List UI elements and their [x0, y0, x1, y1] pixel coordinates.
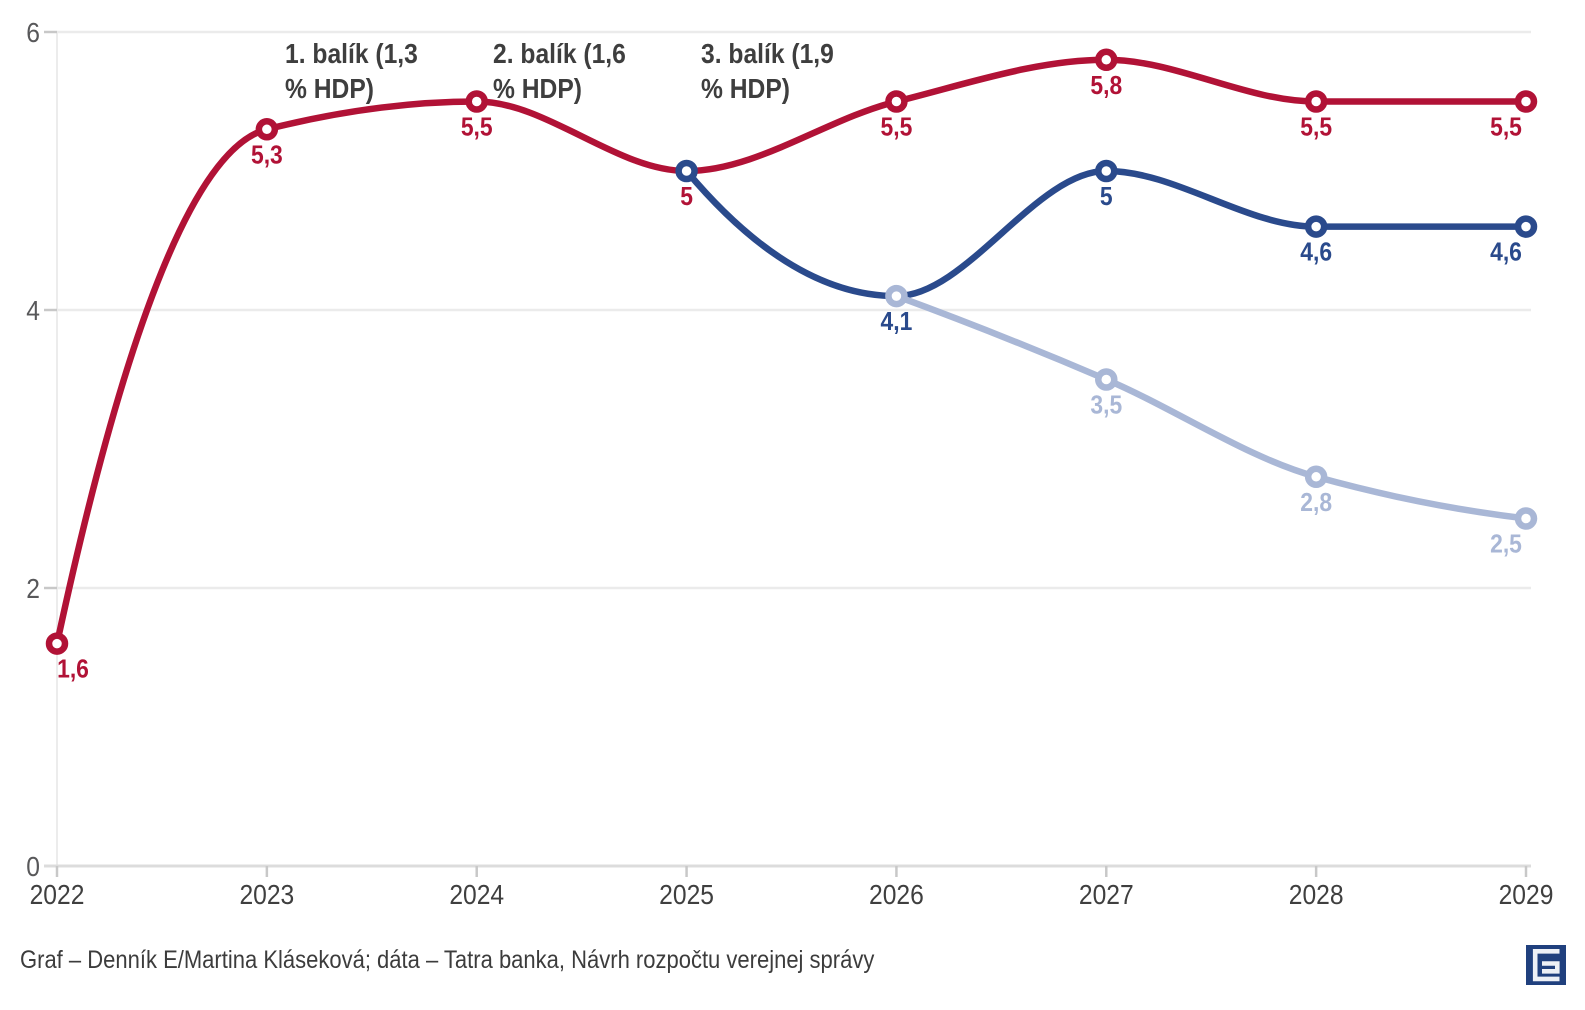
dark-blue-line-value-label: 5 [1100, 183, 1113, 212]
y-axis-label: 4 [26, 295, 40, 327]
red-line-marker [255, 118, 279, 141]
light-blue-line-path [893, 292, 1530, 522]
red-line-value-label: 5,3 [251, 141, 283, 170]
light-blue-line-marker [1304, 465, 1328, 489]
line-chart: 0 2 4 6 2022 2023 2024 2025 2026 2027 2028 2029 1,6 5… [26, 17, 1554, 911]
light-blue-line-value-label: 2,8 [1300, 489, 1332, 518]
red-line-value-label: 5,5 [881, 113, 913, 142]
red-line-value-label: 5 [680, 183, 693, 212]
red-line-path [53, 56, 1530, 647]
red-line-value-label: 5,5 [461, 113, 493, 142]
x-axis-label: 2022 [30, 879, 85, 911]
annotation-balik-2: 2. balík (1,6 % HDP) [493, 36, 626, 106]
red-line-value-label: 1,6 [57, 655, 89, 684]
annotation-balik-3: 3. balík (1,9 % HDP) [701, 36, 834, 106]
annotation-line: 2. balík (1,6 [493, 38, 626, 69]
light-blue-line-marker [1095, 368, 1118, 391]
logo-e-outer [1532, 949, 1560, 982]
dark-blue-line-marker [675, 159, 698, 183]
y-axis-label: 6 [26, 17, 40, 49]
light-blue-line-marker [885, 284, 908, 308]
x-axis-label: 2025 [659, 879, 714, 911]
x-axis-label: 2028 [1289, 879, 1344, 911]
logo-e-middle [1542, 961, 1560, 974]
dark-blue-line-marker [1304, 215, 1328, 238]
dark-blue-line-value-label: 4,6 [1490, 238, 1522, 267]
red-line-marker [1304, 90, 1328, 113]
light-blue-line-value-label: 2,8 [1300, 489, 1332, 518]
red-line-value-label: 5,3 [251, 141, 283, 170]
dark-blue-line-value-label: 5 [1100, 183, 1113, 212]
x-axis-label: 2023 [239, 879, 294, 911]
credit-text: Graf – Denník E/Martina Kláseková; dáta … [20, 946, 875, 974]
red-line-value-label: 5,5 [461, 113, 493, 142]
y-axis-label: 2 [26, 573, 40, 605]
dennik-e-logo [1526, 945, 1566, 985]
y-axis-label: 0 [26, 851, 40, 883]
x-axis-label: 2023 [239, 879, 294, 911]
red-line-marker [885, 90, 908, 113]
red-line-marker [45, 632, 69, 655]
y-axis-label: 2 [26, 573, 40, 605]
red-line-value-label: 5,5 [1490, 113, 1522, 142]
light-blue-line-value-label: 2,5 [1490, 530, 1522, 559]
x-axis-label: 2026 [869, 879, 924, 911]
dark-blue-line-value-label: 4,6 [1300, 238, 1332, 267]
red-line-value-label: 5,5 [1300, 113, 1332, 142]
red-line-marker [465, 90, 488, 113]
dark-blue-line-marker [1514, 215, 1538, 238]
light-blue-line-value-label: 3,5 [1090, 391, 1122, 420]
red-line-marker [1095, 48, 1118, 72]
dark-blue-line-value-label: 4,1 [881, 308, 913, 337]
x-axis-label: 2029 [1499, 879, 1554, 911]
x-axis-label: 2025 [659, 879, 714, 911]
x-axis-label: 2027 [1079, 879, 1134, 911]
x-axis-label: 2022 [30, 879, 85, 911]
y-axis-label: 6 [26, 17, 40, 49]
dark-blue-line-value-label: 4,1 [881, 308, 913, 337]
red-line-value-label: 5,8 [1090, 72, 1122, 101]
light-blue-line-marker [1514, 507, 1538, 530]
light-blue-line-value-label: 3,5 [1090, 391, 1122, 420]
red-line-marker [1514, 90, 1538, 113]
y-axis-label: 0 [26, 851, 40, 883]
red-line-value-label: 5,5 [881, 113, 913, 142]
red-line-value-label: 5,5 [1490, 113, 1522, 142]
red-line-value-label: 5,5 [1300, 113, 1332, 142]
annotation-line: 3. balík (1,9 [701, 38, 834, 69]
red-line-value-label: 1,6 [57, 655, 89, 684]
light-blue-line-value-label: 2,5 [1490, 530, 1522, 559]
x-axis-label: 2028 [1289, 879, 1344, 911]
annotation-line: % HDP) [701, 73, 790, 104]
red-line-value-label: 5 [680, 183, 693, 212]
red-line-value-label: 5,8 [1090, 72, 1122, 101]
dark-blue-line-value-label: 4,6 [1300, 238, 1332, 267]
dark-blue-line-value-label: 4,6 [1490, 238, 1522, 267]
x-axis-label: 2024 [449, 879, 504, 911]
dark-blue-line-marker [1095, 159, 1118, 183]
annotation-line: 1. balík (1,3 [285, 38, 418, 69]
annotation-line: % HDP) [493, 73, 582, 104]
x-axis-label: 2029 [1499, 879, 1554, 911]
x-axis-label: 2027 [1079, 879, 1134, 911]
x-axis-label: 2024 [449, 879, 504, 911]
annotation-balik-1: 1. balík (1,3 % HDP) [285, 36, 418, 106]
x-axis-label: 2026 [869, 879, 924, 911]
y-axis-label: 4 [26, 295, 40, 327]
annotation-line: % HDP) [285, 73, 374, 104]
